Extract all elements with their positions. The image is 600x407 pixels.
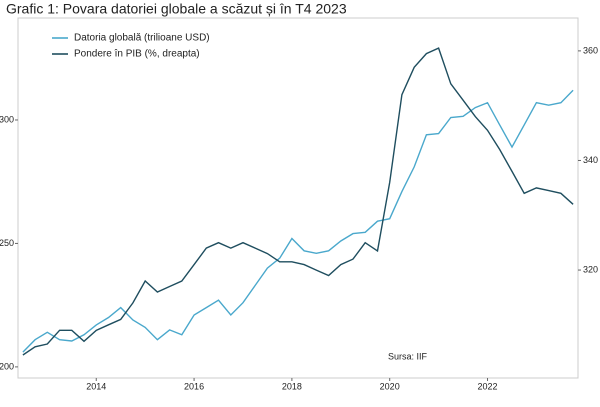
legend-label: Datoria globală (trilioane USD) xyxy=(74,33,210,44)
plot-frame xyxy=(17,17,579,379)
y2-tick-label: 360 xyxy=(583,45,598,55)
x-tick-label: 2014 xyxy=(86,381,106,391)
x-tick-label: 2018 xyxy=(282,381,302,391)
legend-label: Pondere în PIB (%, dreapta) xyxy=(74,49,200,60)
y2-tick-label: 320 xyxy=(583,264,598,274)
y2-tick-label: 340 xyxy=(583,155,598,165)
x-tick-label: 2016 xyxy=(184,381,204,391)
chart-title: Grafic 1: Povara datoriei globale a scăz… xyxy=(6,1,347,17)
line-series xyxy=(22,89,574,353)
y-tick-label: 300 xyxy=(0,114,14,124)
y-tick-label: 200 xyxy=(0,361,14,371)
x-tick-label: 2022 xyxy=(478,381,498,391)
x-tick-label: 2020 xyxy=(380,381,400,391)
line-series xyxy=(22,47,574,356)
y-tick-label: 250 xyxy=(0,238,14,248)
source-note: Sursa: IIF xyxy=(388,351,428,361)
